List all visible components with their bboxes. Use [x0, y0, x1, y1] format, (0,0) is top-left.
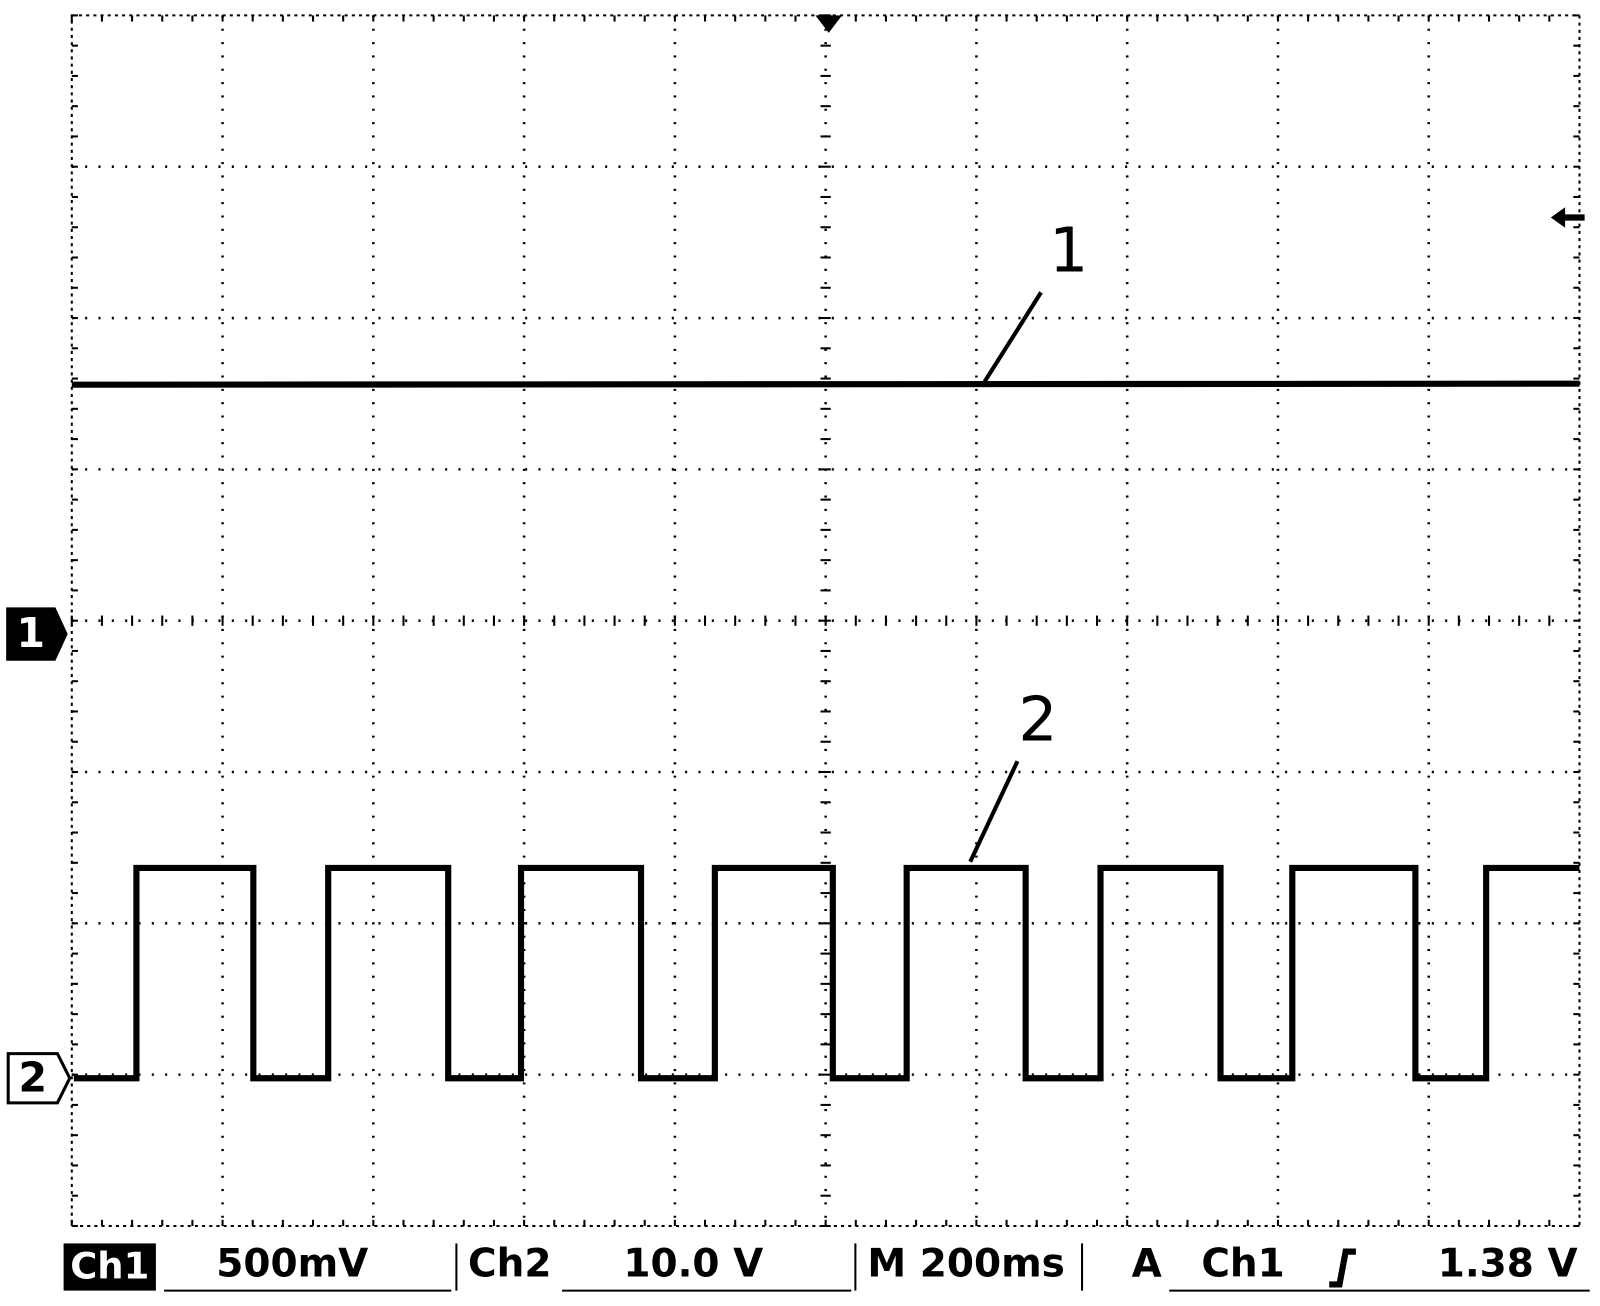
annotation: 2 — [1018, 683, 1057, 755]
status-timebase: M 200ms — [867, 1241, 1064, 1286]
leader-line — [982, 291, 1043, 383]
ch2-ground-marker — [6, 1052, 72, 1105]
status-trigger-mode: A — [1132, 1241, 1162, 1286]
graticule — [70, 14, 1580, 1228]
trace-ch2 — [73, 864, 1580, 1082]
status-trigger-source: Ch1 — [1201, 1241, 1284, 1286]
status-ch1-scale: 500mV — [216, 1241, 368, 1286]
trigger-position-marker — [815, 15, 843, 33]
leader-line — [968, 760, 1020, 863]
trace-ch1 — [71, 380, 1580, 388]
status-ch2-scale: 10.0 V — [623, 1241, 763, 1286]
trigger-slope-icon — [1329, 1248, 1356, 1288]
trigger-level-marker — [1550, 207, 1585, 228]
annotation: 1 — [1049, 215, 1088, 287]
status-ch2: Ch2 — [468, 1241, 551, 1286]
ch1-marker-label: 1 — [16, 609, 45, 657]
ch1-label-box — [63, 1243, 156, 1291]
ch2-marker-label: 2 — [19, 1053, 48, 1101]
status-trigger-level: 1.38 V — [1438, 1241, 1578, 1286]
status-ch1: Ch1 — [70, 1245, 149, 1288]
ch1-ground-marker — [6, 607, 68, 661]
